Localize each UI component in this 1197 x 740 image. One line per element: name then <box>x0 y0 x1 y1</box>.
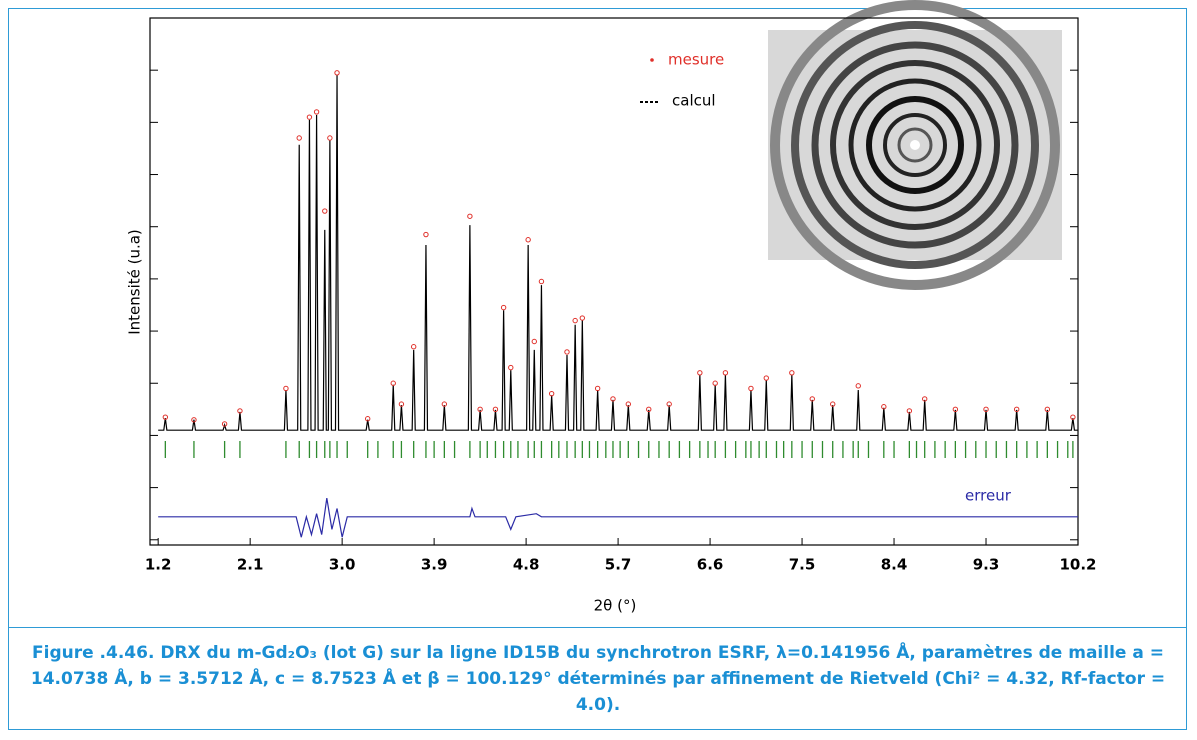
caption-separator <box>8 627 1187 628</box>
chart: 2θ (°) Intensité (u.a) mesure calcul err… <box>126 0 1097 615</box>
x-tick-label: 6.6 <box>697 556 724 574</box>
data-point <box>666 401 672 407</box>
x-tick-label: 8.4 <box>881 556 908 574</box>
series-line <box>158 74 1078 431</box>
data-point <box>296 135 302 141</box>
data-point <box>237 408 243 414</box>
data-point <box>983 406 989 413</box>
ring <box>791 21 1039 269</box>
data-point <box>390 380 396 386</box>
diffraction-rings <box>768 0 1062 290</box>
data-point <box>322 208 328 214</box>
data-point <box>594 385 601 392</box>
data-point <box>881 404 887 410</box>
data-point <box>477 406 483 413</box>
data-point <box>221 421 228 427</box>
ring <box>811 41 1019 249</box>
data-point <box>423 231 429 238</box>
data-point <box>441 401 448 407</box>
data-point <box>162 414 169 420</box>
data-point <box>327 135 333 141</box>
data-point <box>610 396 616 402</box>
data-point <box>410 344 417 350</box>
data-point <box>500 304 507 311</box>
data-point <box>334 70 340 76</box>
data-point <box>492 406 499 413</box>
data-point <box>306 114 313 120</box>
data-point <box>809 396 815 402</box>
x-tick-label: 4.8 <box>513 556 540 574</box>
data-point <box>398 401 405 407</box>
data-point <box>283 385 289 392</box>
ring <box>830 60 1000 230</box>
legend-label: calcul <box>672 92 716 110</box>
ring <box>897 127 933 163</box>
ring-center <box>910 140 920 150</box>
x-tick-label: 9.3 <box>973 556 1000 574</box>
data-point <box>906 408 913 414</box>
data-point <box>855 383 861 389</box>
x-tick-label: 2.1 <box>237 556 264 574</box>
data-point <box>525 237 531 243</box>
series-line <box>158 497 1078 538</box>
data-point <box>1013 406 1020 413</box>
data-point <box>191 417 197 423</box>
data-point <box>952 406 959 413</box>
data-point <box>789 370 795 376</box>
data-point <box>538 278 545 285</box>
data-point <box>921 396 928 402</box>
data-point <box>625 401 632 407</box>
axes-frame <box>149 17 1079 546</box>
ring <box>883 113 947 177</box>
x-tick-label: 5.7 <box>605 556 632 574</box>
data-point <box>572 317 578 324</box>
figure-frame <box>8 8 1187 730</box>
data-point <box>712 380 718 386</box>
figure-caption: Figure .4.46. DRX du m-Gd₂O₃ (lot G) sur… <box>30 643 1166 715</box>
data-point <box>748 385 754 392</box>
data-point <box>313 109 320 115</box>
data-point <box>1070 414 1076 420</box>
data-point <box>564 349 570 355</box>
data-point <box>579 315 586 321</box>
x-tick-label: 10.2 <box>1059 556 1096 574</box>
data-point <box>364 416 371 422</box>
x-tick-label: 1.2 <box>145 556 172 574</box>
data-point <box>531 338 537 345</box>
data-point <box>467 213 473 219</box>
x-tick-label: 3.0 <box>329 556 356 574</box>
legend-marker <box>650 58 654 62</box>
data-point <box>646 406 652 413</box>
ring <box>848 78 982 212</box>
data-point <box>763 375 769 381</box>
x-axis-label: 2θ (°) <box>594 597 637 615</box>
x-tick-label: 7.5 <box>789 556 816 574</box>
legend-label: mesure <box>668 51 724 69</box>
data-point <box>508 364 514 371</box>
x-tick-label: 3.9 <box>421 556 448 574</box>
ring <box>866 96 964 194</box>
data-point <box>1044 406 1051 413</box>
data-point <box>830 401 836 407</box>
data-point <box>722 370 729 376</box>
data-point <box>697 370 703 376</box>
y-axis-label: Intensité (u.a) <box>126 229 144 335</box>
data-point <box>548 390 555 397</box>
series-label: erreur <box>965 487 1012 505</box>
ring <box>770 0 1060 290</box>
